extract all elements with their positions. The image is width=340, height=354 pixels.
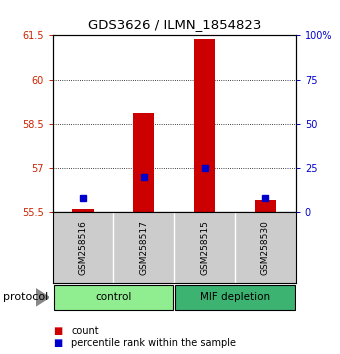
Text: GSM258516: GSM258516 [79, 220, 88, 275]
Title: GDS3626 / ILMN_1854823: GDS3626 / ILMN_1854823 [88, 18, 261, 32]
Bar [194, 39, 215, 212]
Text: GSM258517: GSM258517 [139, 220, 148, 275]
Text: MIF depletion: MIF depletion [200, 292, 270, 302]
Text: protocol: protocol [3, 292, 49, 302]
Text: control: control [95, 292, 132, 302]
Text: GSM258530: GSM258530 [261, 220, 270, 275]
Bar [72, 209, 94, 212]
Bar [54, 285, 173, 310]
Text: count: count [71, 326, 99, 336]
Bar [175, 285, 294, 310]
Bar [255, 200, 276, 212]
Polygon shape [36, 289, 49, 306]
Bar [133, 113, 154, 212]
Text: ■: ■ [53, 338, 62, 348]
Text: ■: ■ [53, 326, 62, 336]
Text: percentile rank within the sample: percentile rank within the sample [71, 338, 236, 348]
Text: GSM258515: GSM258515 [200, 220, 209, 275]
